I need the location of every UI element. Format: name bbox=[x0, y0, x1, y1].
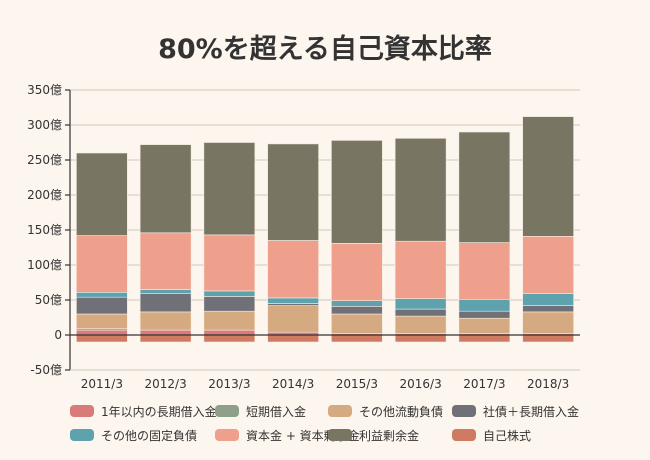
x-tick-label: 2016/3 bbox=[400, 377, 442, 391]
bar-segment bbox=[76, 329, 128, 336]
x-tick-label: 2018/3 bbox=[527, 377, 569, 391]
bar-segment bbox=[394, 240, 447, 299]
bar-segment bbox=[139, 334, 192, 343]
legend-swatch bbox=[328, 405, 352, 417]
legend-item: 1年以内の長期借入金 bbox=[70, 404, 217, 419]
bar-segment bbox=[139, 329, 192, 336]
bar-segment bbox=[458, 298, 511, 312]
legend-item: その他の固定負債 bbox=[70, 428, 197, 443]
x-tick-label: 2015/3 bbox=[336, 377, 378, 391]
bar-segment bbox=[267, 334, 319, 343]
bar-segment bbox=[331, 140, 383, 244]
x-tick-label: 2013/3 bbox=[208, 377, 250, 391]
bar-segment bbox=[458, 334, 511, 343]
legend-label: 短期借入金 bbox=[246, 404, 306, 419]
legend-item: その他流動負債 bbox=[328, 404, 443, 419]
bar-segment bbox=[522, 236, 574, 295]
chart-title: 80%を超える自己資本比率 bbox=[158, 33, 492, 65]
legend-swatch bbox=[452, 429, 476, 441]
legend-item: 短期借入金 bbox=[215, 404, 306, 419]
legend-label: その他流動負債 bbox=[359, 404, 443, 419]
bar-segment bbox=[331, 243, 383, 302]
bar-segment bbox=[394, 298, 447, 310]
bar-segment bbox=[76, 313, 128, 329]
bar-segment bbox=[394, 334, 447, 343]
bar-segment bbox=[331, 334, 383, 343]
bar-segment bbox=[76, 296, 128, 315]
bar-segment bbox=[331, 300, 383, 307]
bar-segment bbox=[139, 232, 192, 290]
y-tick-label: 250億 bbox=[27, 153, 62, 167]
legend-label: 自己株式 bbox=[483, 428, 531, 443]
legend-swatch bbox=[328, 429, 352, 441]
bar-segment bbox=[458, 317, 511, 334]
y-tick-label: 350億 bbox=[27, 83, 62, 97]
bar-segment bbox=[203, 290, 256, 297]
bar-segment bbox=[458, 310, 511, 319]
bar-segment bbox=[203, 296, 256, 312]
bar-segment bbox=[331, 313, 383, 334]
bar-segment bbox=[394, 138, 447, 242]
legend-swatch bbox=[215, 429, 239, 441]
legend-label: 社債＋長期借入金 bbox=[483, 404, 579, 419]
legend-item: 社債＋長期借入金 bbox=[452, 404, 579, 419]
bar-segment bbox=[203, 310, 256, 331]
bar-segment bbox=[76, 334, 128, 343]
bar-segment bbox=[203, 234, 256, 292]
bar-segment bbox=[139, 144, 192, 234]
bar-segment bbox=[522, 334, 574, 343]
legend-swatch bbox=[70, 405, 94, 417]
bar-segment bbox=[267, 305, 319, 333]
bar-segment bbox=[76, 152, 128, 236]
y-axis-ticks: -50億 0 50億 100億 150億 200億 250億 300億 350億 bbox=[27, 83, 70, 377]
bar-segment bbox=[267, 303, 319, 306]
bar-segment bbox=[139, 289, 192, 294]
bar-segment bbox=[203, 334, 256, 343]
bar-segment bbox=[458, 131, 511, 243]
bar-segment bbox=[139, 311, 192, 331]
bar-segment bbox=[139, 293, 192, 313]
y-tick-label: 200億 bbox=[27, 188, 62, 202]
x-tick-label: 2014/3 bbox=[272, 377, 314, 391]
bar-segment bbox=[458, 242, 511, 300]
y-tick-label: 150億 bbox=[27, 223, 62, 237]
bar-segment bbox=[267, 297, 319, 304]
bar-segment bbox=[267, 143, 319, 241]
bar-segment bbox=[394, 315, 447, 334]
bar-segment bbox=[522, 116, 574, 237]
bar-segment bbox=[394, 308, 447, 317]
y-tick-label: -50億 bbox=[30, 363, 62, 377]
x-tick-label: 2011/3 bbox=[81, 377, 123, 391]
bar-segment bbox=[203, 329, 256, 336]
y-tick-label: 100億 bbox=[27, 258, 62, 272]
x-axis-ticks: 2011/3 2012/3 2013/3 2014/3 2015/3 2016/3 2017… bbox=[81, 377, 569, 391]
x-tick-label: 2012/3 bbox=[145, 377, 187, 391]
bar-segment bbox=[203, 142, 256, 236]
y-tick-label: 0 bbox=[54, 328, 62, 342]
bar-segment bbox=[331, 305, 383, 315]
bar-segment bbox=[522, 305, 574, 313]
bar-segment bbox=[76, 235, 128, 293]
bar-segment bbox=[76, 291, 128, 298]
bars bbox=[76, 116, 574, 343]
bar-segment bbox=[522, 311, 574, 334]
legend-item: 自己株式 bbox=[452, 428, 531, 443]
x-tick-label: 2017/3 bbox=[463, 377, 505, 391]
legend-swatch bbox=[452, 405, 476, 417]
y-tick-label: 50億 bbox=[35, 293, 62, 307]
legend-label: 利益剰余金 bbox=[359, 428, 419, 443]
bar-segment bbox=[267, 240, 319, 299]
legend-label: 1年以内の長期借入金 bbox=[101, 404, 217, 419]
legend-label: その他の固定負債 bbox=[101, 428, 197, 443]
y-tick-label: 300億 bbox=[27, 118, 62, 132]
legend-item: 利益剰余金 bbox=[328, 428, 419, 443]
legend-swatch bbox=[70, 429, 94, 441]
legend-swatch bbox=[215, 405, 239, 417]
bar-segment bbox=[522, 293, 574, 306]
